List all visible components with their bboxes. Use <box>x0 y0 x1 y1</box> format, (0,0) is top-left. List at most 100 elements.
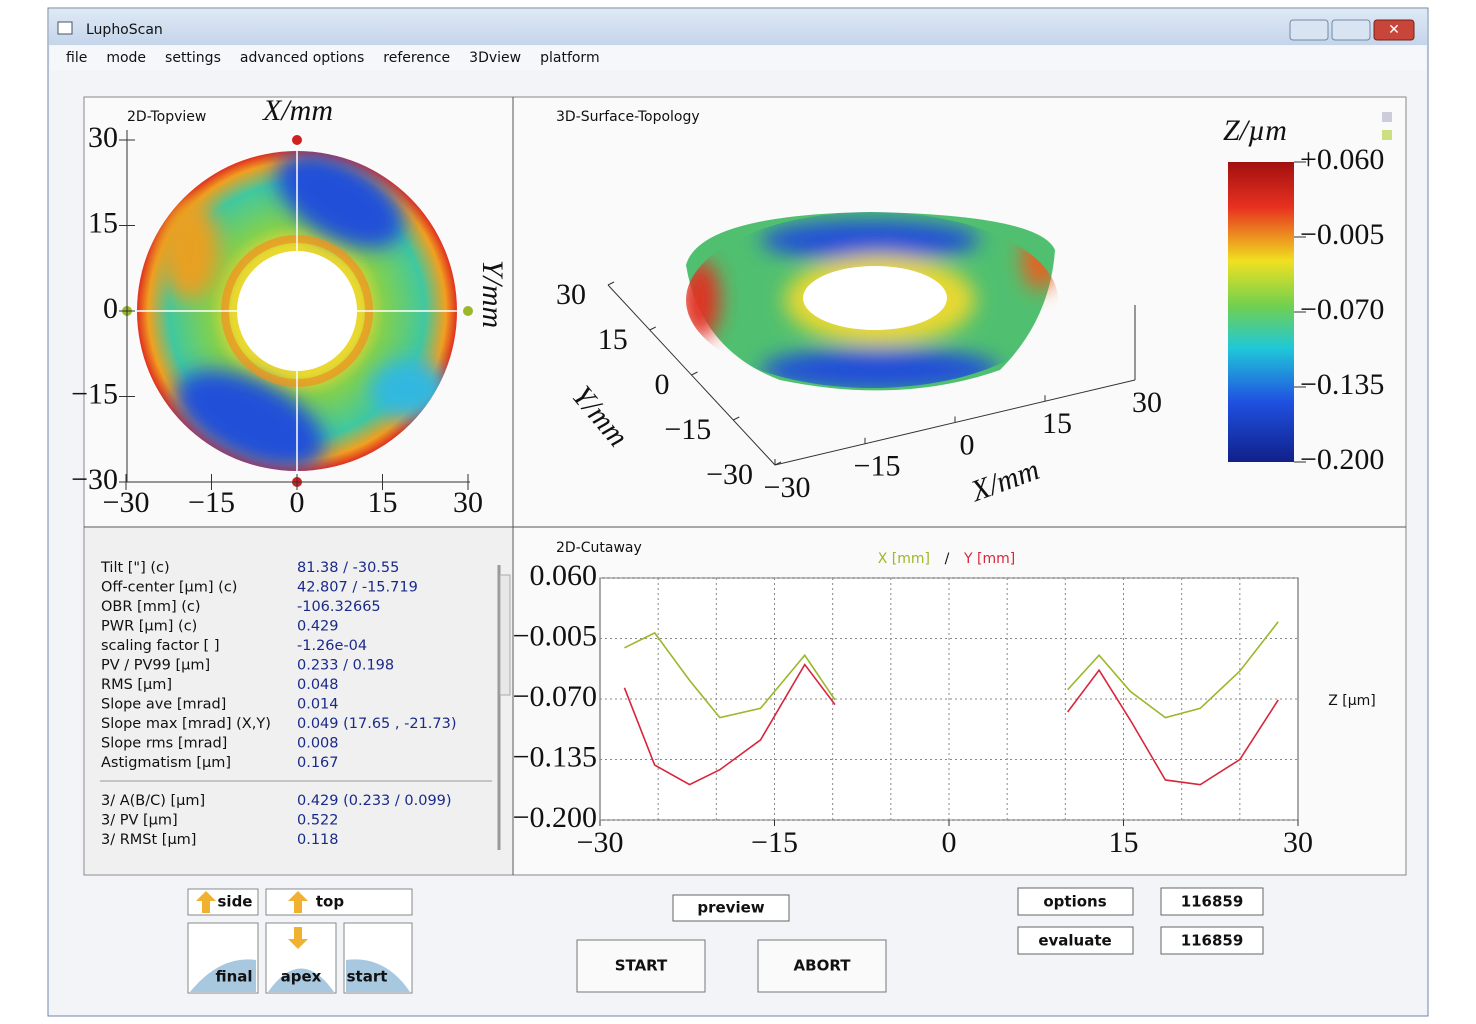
button-label: apex <box>281 968 322 986</box>
axis-label: Z [µm] <box>1328 693 1376 709</box>
y-tick-label: 15 <box>88 206 118 239</box>
param-value: 0.048 <box>297 677 339 693</box>
axis-label: Y/mm <box>476 260 509 328</box>
x-tick-label: 0 <box>942 826 957 859</box>
tick-mark <box>649 326 656 331</box>
colorbar-tick-label: +0.060 <box>1300 143 1384 176</box>
button-label: side <box>218 893 253 911</box>
colorbar-tick-label: −0.005 <box>1300 218 1384 251</box>
param-value: 0.118 <box>297 832 339 848</box>
view-toggle[interactable] <box>1382 112 1392 122</box>
param-name: Off-center [µm] (c) <box>101 580 237 596</box>
counter <box>1160 887 1264 916</box>
x-tick-label: −30 <box>103 486 150 519</box>
colorbar-tick-label: −0.200 <box>1300 443 1384 476</box>
menu-item[interactable]: settings <box>165 50 221 66</box>
param-value: 0.008 <box>297 736 339 752</box>
x-tick-label: 15 <box>1109 826 1139 859</box>
close-button[interactable] <box>1373 19 1415 41</box>
marker[interactable] <box>463 306 473 316</box>
data-line <box>624 621 1279 719</box>
y-tick-label: −15 <box>664 413 711 446</box>
window-title: LuphoScan <box>86 22 163 38</box>
colorbar-tick-label: −0.135 <box>1300 368 1384 401</box>
top-button[interactable] <box>265 888 413 916</box>
axis-label: X/mm <box>262 94 333 127</box>
y-tick-label: 30 <box>556 278 586 311</box>
surface-3d <box>607 112 1392 466</box>
x-tick-label: −15 <box>854 450 901 483</box>
param-value: 0.014 <box>297 697 339 713</box>
abort-button[interactable] <box>757 939 887 993</box>
x-tick-label: −30 <box>764 471 811 504</box>
preview-button[interactable] <box>672 894 790 922</box>
menu-item[interactable]: 3Dview <box>469 50 521 66</box>
param-name: Astigmatism [µm] <box>101 755 231 771</box>
y-tick-label: −0.135 <box>513 740 597 773</box>
menu-item[interactable]: file <box>66 50 87 66</box>
param-name: PV / PV99 [µm] <box>101 658 210 674</box>
app-icon <box>57 21 73 35</box>
options-button[interactable] <box>1017 887 1134 916</box>
x-tick-label: −15 <box>751 826 798 859</box>
controls: side top final apex start preview START … <box>187 887 1264 994</box>
side-button[interactable] <box>187 888 259 916</box>
x-tick-label: 15 <box>1042 407 1072 440</box>
scroll-thumb[interactable] <box>499 574 511 696</box>
panel-title: 3D-Surface-Topology <box>556 109 700 125</box>
marker[interactable] <box>292 135 302 145</box>
param-name: RMS [µm] <box>101 677 172 693</box>
counter-value: 116859 <box>1181 932 1244 950</box>
param-value: -1.26e-04 <box>297 638 367 654</box>
parameter-panel <box>85 528 512 874</box>
y-tick-label: 0.060 <box>530 559 598 592</box>
button-label: START <box>615 957 668 975</box>
menu-bar <box>50 46 1426 70</box>
param-value: 0.429 <box>297 619 339 635</box>
view-toggle[interactable] <box>1382 130 1392 140</box>
start-button[interactable] <box>576 939 706 993</box>
x-tick-label: 30 <box>453 486 483 519</box>
menu-item[interactable]: reference <box>383 50 450 66</box>
y-tick-label: 30 <box>88 121 118 154</box>
counter <box>1160 926 1264 955</box>
minimize-button[interactable] <box>1289 19 1329 41</box>
arrow-icon <box>196 891 216 913</box>
param-name: Slope rms [mrad] <box>101 736 227 752</box>
evaluate-button[interactable] <box>1017 926 1134 955</box>
arrow-icon <box>288 927 308 949</box>
button-label: start <box>347 968 388 986</box>
menu-item[interactable]: advanced options <box>240 50 364 66</box>
y-tick-label: −30 <box>706 458 753 491</box>
legend-separator: / <box>945 551 950 567</box>
arrow-icon <box>288 891 308 913</box>
y-tick-label: −0.200 <box>513 801 597 834</box>
lens-icon <box>346 959 410 992</box>
maximize-button[interactable] <box>1331 19 1371 41</box>
y-tick-label: −30 <box>71 463 118 496</box>
param-value: -106.32665 <box>297 599 381 615</box>
button-label: final <box>215 968 252 986</box>
param-value: 0.167 <box>297 755 339 771</box>
legend-entry: Y [mm] <box>963 551 1015 567</box>
blob <box>760 348 1000 388</box>
param-name: scaling factor [ ] <box>101 638 220 654</box>
param-name: 3/ A(B/C) [µm] <box>101 793 205 809</box>
y-tick-label: −15 <box>71 377 118 410</box>
menu-item[interactable]: platform <box>540 50 600 66</box>
hole <box>803 266 947 330</box>
x-tick-label: 30 <box>1132 386 1162 419</box>
x-tick-label: 0 <box>290 486 305 519</box>
param-name: Slope ave [mrad] <box>101 697 226 713</box>
y-tick-label: −0.070 <box>513 680 597 713</box>
lens-icon <box>268 968 334 992</box>
blob <box>160 200 220 300</box>
y-tick-label: −0.005 <box>513 619 597 652</box>
colorbar <box>1228 162 1294 462</box>
menu-item[interactable]: mode <box>106 50 146 66</box>
blob <box>760 220 980 260</box>
param-name: Slope max [mrad] (X,Y) <box>101 716 271 732</box>
x-tick-label: 15 <box>368 486 398 519</box>
param-value: 0.049 (17.65 , -21.73) <box>297 716 457 732</box>
